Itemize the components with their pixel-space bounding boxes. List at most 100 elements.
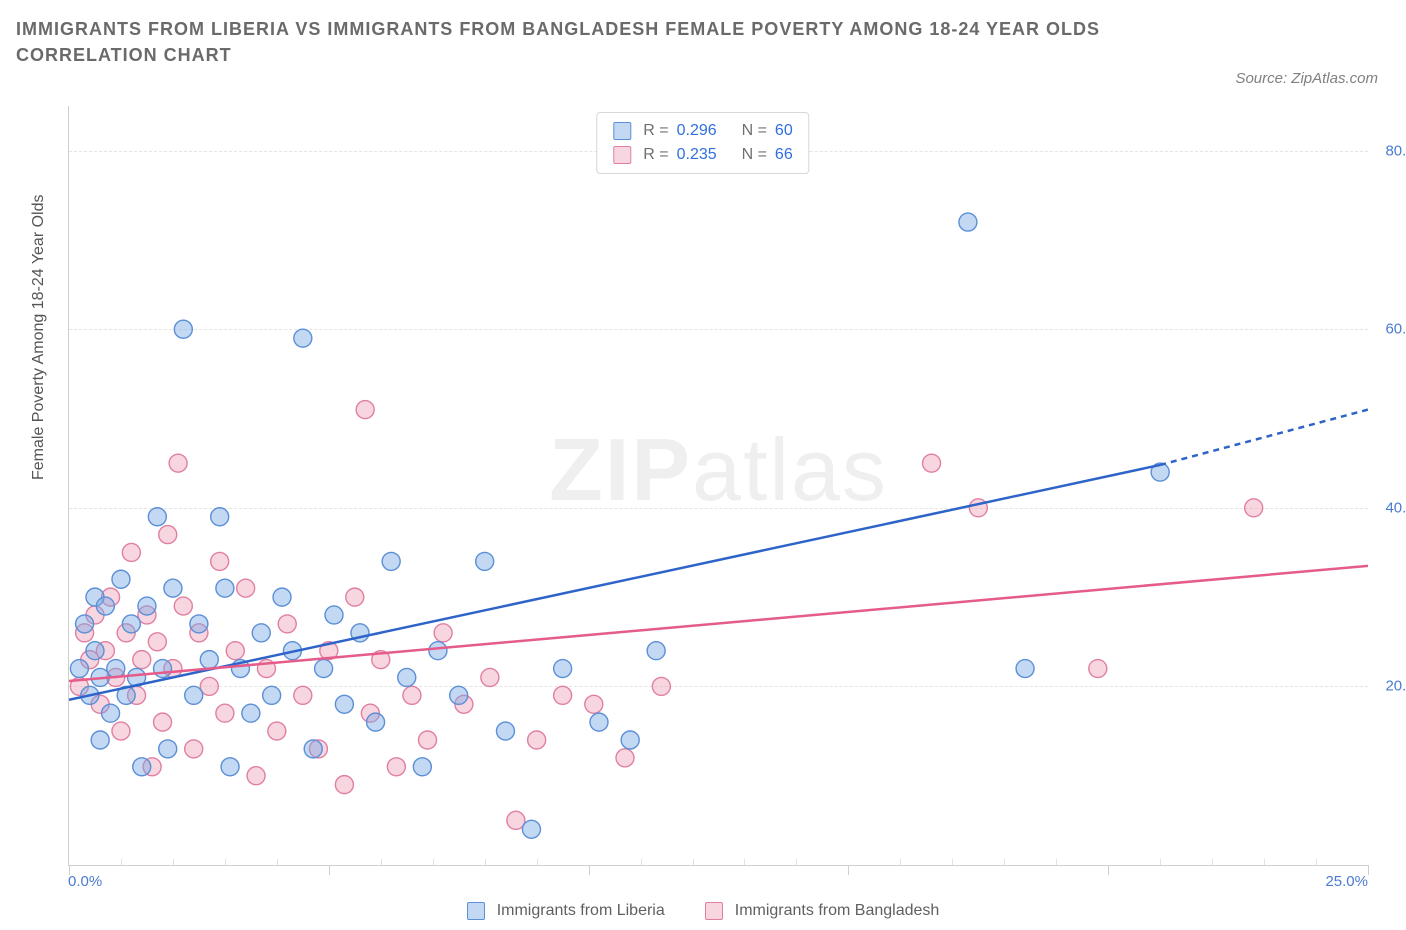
scatter-point-a <box>96 597 114 615</box>
y-tick-label: 20.0% <box>1373 678 1406 695</box>
scatter-point-b <box>216 704 234 722</box>
scatter-point-a <box>164 579 182 597</box>
stat-n-label-b: N = <box>742 143 767 167</box>
scatter-point-a <box>273 588 291 606</box>
scatter-point-a <box>496 722 514 740</box>
scatter-point-a <box>335 695 353 713</box>
stats-box: R = 0.296 N = 60 R = 0.235 N = 66 <box>596 112 809 174</box>
scatter-point-a <box>185 686 203 704</box>
source-label: Source: ZipAtlas.com <box>1235 70 1378 87</box>
scatter-point-a <box>102 704 120 722</box>
scatter-point-b <box>419 731 437 749</box>
y-axis-label: Female Poverty Among 18-24 Year Olds <box>30 195 48 481</box>
scatter-point-a <box>398 668 416 686</box>
scatter-point-b <box>226 642 244 660</box>
scatter-point-b <box>923 454 941 472</box>
y-tick-label: 40.0% <box>1373 499 1406 516</box>
legend-item-b: Immigrants from Bangladesh <box>705 902 940 920</box>
scatter-point-a <box>200 651 218 669</box>
scatter-point-b <box>174 597 192 615</box>
scatter-point-a <box>211 508 229 526</box>
legend-label-b: Immigrants from Bangladesh <box>735 902 940 920</box>
scatter-point-a <box>413 758 431 776</box>
scatter-point-b <box>154 713 172 731</box>
scatter-point-a <box>70 660 88 678</box>
scatter-point-a <box>315 660 333 678</box>
scatter-point-a <box>429 642 447 660</box>
scatter-point-b <box>346 588 364 606</box>
y-tick-label: 60.0% <box>1373 321 1406 338</box>
scatter-point-b <box>294 686 312 704</box>
stat-n-label-a: N = <box>742 119 767 143</box>
legend: Immigrants from Liberia Immigrants from … <box>0 902 1406 920</box>
scatter-point-a <box>112 570 130 588</box>
scatter-point-b <box>528 731 546 749</box>
scatter-point-b <box>356 401 374 419</box>
scatter-point-b <box>434 624 452 642</box>
scatter-point-a <box>133 758 151 776</box>
scatter-point-a <box>174 320 192 338</box>
scatter-point-a <box>554 660 572 678</box>
scatter-point-a <box>647 642 665 660</box>
plot-area: ZIPatlas 20.0%40.0%60.0%80.0% <box>68 106 1368 866</box>
scatter-point-b <box>387 758 405 776</box>
scatter-point-a <box>325 606 343 624</box>
scatter-point-a <box>367 713 385 731</box>
scatter-point-b <box>148 633 166 651</box>
scatter-point-b <box>211 552 229 570</box>
scatter-point-b <box>112 722 130 740</box>
scatter-point-b <box>169 454 187 472</box>
stat-r-label-b: R = <box>643 143 668 167</box>
x-axis-min-label: 0.0% <box>68 873 102 890</box>
scatter-point-a <box>263 686 281 704</box>
trend-line-a <box>69 465 1160 700</box>
stat-n-value-a: 60 <box>775 119 793 143</box>
stats-row-a: R = 0.296 N = 60 <box>613 119 792 143</box>
scatter-point-a <box>252 624 270 642</box>
scatter-point-b <box>554 686 572 704</box>
scatter-point-a <box>959 213 977 231</box>
scatter-point-a <box>590 713 608 731</box>
scatter-point-a <box>91 731 109 749</box>
scatter-point-a <box>190 615 208 633</box>
scatter-point-a <box>522 820 540 838</box>
stats-row-b: R = 0.235 N = 66 <box>613 143 792 167</box>
scatter-point-b <box>133 651 151 669</box>
scatter-point-a <box>76 615 94 633</box>
scatter-point-a <box>221 758 239 776</box>
x-axis-max-label: 25.0% <box>1325 873 1368 890</box>
legend-label-a: Immigrants from Liberia <box>497 902 665 920</box>
scatter-point-a <box>294 329 312 347</box>
swatch-pink-icon <box>613 146 631 164</box>
chart-title: IMMIGRANTS FROM LIBERIA VS IMMIGRANTS FR… <box>16 16 1116 68</box>
stat-r-value-b: 0.235 <box>677 143 717 167</box>
scatter-point-b <box>159 526 177 544</box>
stat-n-value-b: 66 <box>775 143 793 167</box>
scatter-point-b <box>1089 660 1107 678</box>
scatter-point-a <box>154 660 172 678</box>
scatter-point-a <box>148 508 166 526</box>
scatter-point-b <box>616 749 634 767</box>
scatter-point-a <box>138 597 156 615</box>
scatter-point-b <box>481 668 499 686</box>
scatter-point-b <box>278 615 296 633</box>
y-tick-label: 80.0% <box>1373 142 1406 159</box>
scatter-point-b <box>268 722 286 740</box>
scatter-point-a <box>122 615 140 633</box>
scatter-point-a <box>107 660 125 678</box>
scatter-point-a <box>86 642 104 660</box>
stat-r-label-a: R = <box>643 119 668 143</box>
scatter-point-a <box>450 686 468 704</box>
scatter-point-b <box>185 740 203 758</box>
swatch-pink-icon <box>705 902 723 920</box>
swatch-blue-icon <box>613 122 631 140</box>
scatter-point-b <box>585 695 603 713</box>
scatter-point-a <box>1016 660 1034 678</box>
trend-line-b <box>69 566 1368 681</box>
scatter-point-b <box>403 686 421 704</box>
scatter-point-a <box>382 552 400 570</box>
scatter-point-a <box>304 740 322 758</box>
scatter-point-a <box>216 579 234 597</box>
scatter-point-a <box>476 552 494 570</box>
legend-item-a: Immigrants from Liberia <box>467 902 665 920</box>
